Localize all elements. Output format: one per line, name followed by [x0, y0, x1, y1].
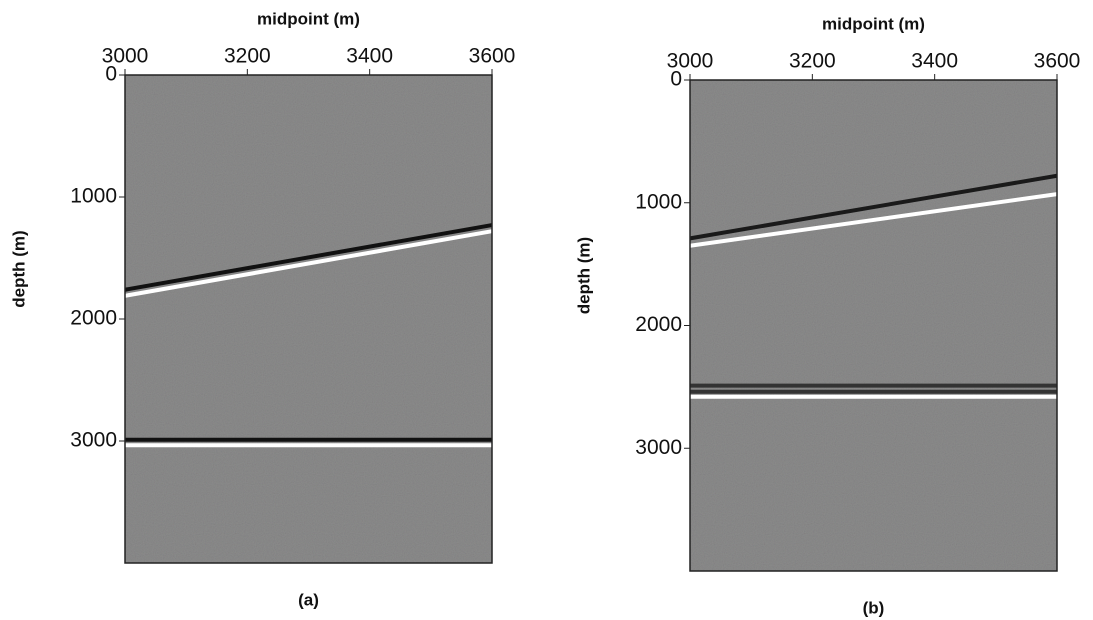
reflector: [689, 173, 1058, 241]
y-axis-title: depth (m): [9, 230, 28, 307]
y-tick-label: 3000: [70, 429, 117, 452]
reflector: [124, 223, 493, 292]
y-tick-label: 2000: [70, 307, 117, 330]
y-tick-label: 1000: [70, 185, 117, 208]
y-axis-title: depth (m): [574, 237, 593, 314]
x-tick-label: 3600: [469, 45, 516, 68]
reflector: [689, 192, 1058, 248]
y-tick-label: 0: [105, 63, 117, 86]
section-image: [125, 75, 492, 563]
reflector: [124, 229, 493, 298]
panel-caption: (b): [863, 598, 885, 617]
x-axis-title: midpoint (m): [822, 14, 925, 33]
x-tick-label: 3000: [102, 45, 149, 68]
y-tick-label: 0: [670, 68, 682, 91]
y-tick-label: 2000: [635, 313, 682, 336]
x-axis-title: midpoint (m): [257, 9, 360, 28]
x-tick-label: 3600: [1034, 50, 1081, 73]
x-tick-label: 3400: [346, 45, 393, 68]
y-tick-label: 1000: [635, 190, 682, 213]
section-image: [690, 80, 1057, 571]
x-tick-label: 3200: [224, 45, 271, 68]
y-tick-label: 3000: [635, 436, 682, 459]
panel-caption: (a): [298, 590, 319, 609]
x-tick-label: 3400: [911, 50, 958, 73]
x-tick-label: 3200: [789, 50, 836, 73]
x-tick-label: 3000: [667, 50, 714, 73]
